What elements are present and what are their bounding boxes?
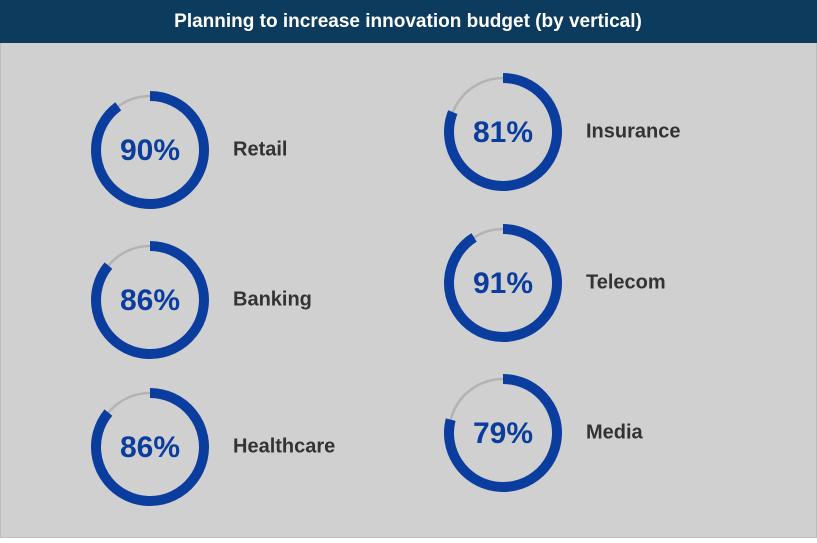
value-label: 86% (120, 431, 180, 464)
category-label: Media (586, 421, 644, 443)
category-label: Retail (233, 138, 287, 160)
value-label: 81% (473, 116, 533, 149)
value-label: 86% (120, 284, 180, 317)
category-label: Healthcare (233, 435, 335, 457)
value-label: 91% (473, 267, 533, 300)
ring-arc (91, 91, 209, 209)
category-label: Insurance (586, 120, 680, 142)
value-label: 90% (120, 134, 180, 167)
ring-arc (91, 388, 209, 506)
value-label: 79% (473, 417, 533, 450)
ring-arc (444, 224, 562, 342)
chart-title: Planning to increase innovation budget (… (174, 11, 642, 32)
ring-arc (444, 374, 562, 492)
category-label: Banking (233, 288, 312, 310)
header-bar (0, 0, 817, 43)
ring-arc (444, 73, 562, 191)
ring-arc (91, 241, 209, 359)
category-label: Telecom (586, 271, 666, 293)
